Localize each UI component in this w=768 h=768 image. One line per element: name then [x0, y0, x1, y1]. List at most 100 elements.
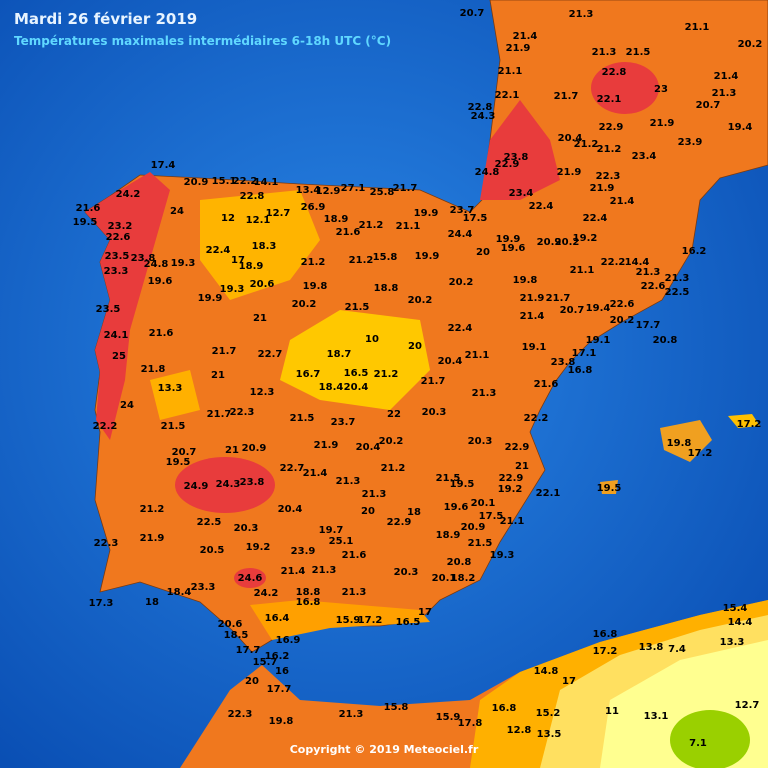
temperature-label: 21.6 — [336, 227, 361, 238]
temperature-label: 21.1 — [500, 516, 525, 527]
temperature-label: 7.1 — [689, 738, 707, 749]
temperature-label: 22.8 — [468, 102, 493, 113]
temperature-label: 22.3 — [230, 407, 255, 418]
temperature-label: 19.6 — [501, 243, 526, 254]
temperature-label: 17.8 — [458, 718, 483, 729]
temperature-label: 22.2 — [524, 413, 549, 424]
temperature-label: 15.8 — [373, 252, 398, 263]
temperature-label: 13.3 — [158, 383, 183, 394]
temperature-label: 21.4 — [520, 311, 545, 322]
temperature-label: 20.6 — [218, 619, 243, 630]
temperature-label: 21.5 — [468, 538, 493, 549]
temperature-label: 22.5 — [197, 517, 222, 528]
temperature-label: 22.9 — [599, 122, 624, 133]
temperature-label: 17.1 — [572, 348, 597, 359]
temperature-label: 25 — [112, 351, 126, 362]
temperature-label: 21.3 — [362, 489, 387, 500]
temperature-label: 15.7 — [253, 657, 278, 668]
temperature-label: 20.2 — [408, 295, 433, 306]
temperature-label: 24.9 — [184, 481, 209, 492]
temperature-label: 20.4 — [438, 356, 463, 367]
hot-zone — [234, 568, 266, 588]
temperature-label: 20.3 — [468, 436, 493, 447]
temperature-label: 18 — [145, 597, 159, 608]
temperature-label: 22.9 — [499, 473, 524, 484]
island — [728, 414, 760, 428]
temperature-label: 19.2 — [498, 484, 523, 495]
temperature-label: 22.1 — [536, 488, 561, 499]
temperature-label: 22.6 — [641, 281, 666, 292]
temperature-label: 20.2 — [555, 237, 580, 248]
temperature-label: 22.4 — [529, 201, 554, 212]
temperature-label: 21.2 — [574, 139, 599, 150]
temperature-label: 21.9 — [650, 118, 675, 129]
subtitle: Températures maximales intermédiaires 6-… — [14, 34, 391, 48]
temperature-label: 19.9 — [414, 208, 439, 219]
temperature-label: 21.7 — [554, 91, 579, 102]
temperature-label: 20.9 — [537, 237, 562, 248]
temperature-label: 23.7 — [450, 205, 475, 216]
temperature-label: 22.2 — [601, 257, 626, 268]
temperature-label: 19.9 — [496, 234, 521, 245]
temperature-label: 20.9 — [184, 177, 209, 188]
temperature-label: 22.8 — [240, 191, 265, 202]
temperature-label: 13.5 — [537, 729, 562, 740]
temperature-label: 19.5 — [166, 457, 191, 468]
temperature-label: 23.7 — [331, 417, 356, 428]
temperature-label: 21.1 — [396, 221, 421, 232]
temperature-label: 21.7 — [207, 409, 232, 420]
temperature-label: 21.6 — [149, 328, 174, 339]
temperature-label: 17.2 — [688, 448, 713, 459]
temperature-label: 24.3 — [471, 111, 496, 122]
temperature-label: 12.7 — [266, 208, 291, 219]
temperature-label: 17.5 — [463, 213, 488, 224]
temperature-label: 21.5 — [161, 421, 186, 432]
temperature-label: 14.1 — [254, 177, 279, 188]
island — [660, 420, 712, 462]
temperature-label: 24.4 — [448, 229, 473, 240]
temperature-label: 19.8 — [303, 281, 328, 292]
temperature-label: 21.2 — [597, 144, 622, 155]
temperature-label: 21.5 — [436, 473, 461, 484]
cool-zone — [280, 310, 430, 410]
temperature-label: 21.4 — [281, 566, 306, 577]
temperature-label: 23.9 — [291, 546, 316, 557]
temperature-label: 21.4 — [303, 468, 328, 479]
temperature-label: 21.6 — [342, 550, 367, 561]
temperature-label: 15.8 — [384, 702, 409, 713]
temperature-label: 21.5 — [345, 302, 370, 313]
temperature-label: 7.4 — [668, 644, 686, 655]
temperature-label: 23.4 — [509, 188, 534, 199]
temperature-label: 21.3 — [312, 565, 337, 576]
temperature-label: 23.2 — [108, 221, 133, 232]
temperature-label: 13.4 — [296, 185, 321, 196]
temperature-label: 22.9 — [505, 442, 530, 453]
temperature-label: 15.9 — [336, 615, 361, 626]
temperature-label: 21.7 — [393, 183, 418, 194]
temperature-label: 18 — [407, 507, 421, 518]
temperature-label: 23.5 — [105, 251, 130, 262]
temperature-label: 20.1 — [432, 573, 457, 584]
temperature-label: 15.1 — [212, 176, 237, 187]
cool-zone — [250, 600, 430, 640]
temperature-label: 21.1 — [498, 66, 523, 77]
temperature-label: 18.5 — [224, 630, 249, 641]
temperature-label: 20.2 — [449, 277, 474, 288]
temperature-label: 21.9 — [557, 167, 582, 178]
temperature-label: 21.3 — [665, 273, 690, 284]
temperature-label: 16.2 — [265, 651, 290, 662]
temperature-label: 15.9 — [436, 712, 461, 723]
temperature-label: 17.4 — [151, 160, 176, 171]
temperature-label: 24 — [120, 400, 134, 411]
temperature-label: 23.5 — [96, 304, 121, 315]
cool-zone — [150, 370, 200, 420]
temperature-label: 21.2 — [374, 369, 399, 380]
temperature-label: 16.2 — [682, 246, 707, 257]
copyright: Copyright © 2019 Meteociel.fr — [290, 743, 479, 756]
temperature-label: 21.9 — [140, 533, 165, 544]
temperature-label: 15.4 — [723, 603, 748, 614]
temperature-label: 21.6 — [534, 379, 559, 390]
temperature-label: 19.5 — [450, 479, 475, 490]
